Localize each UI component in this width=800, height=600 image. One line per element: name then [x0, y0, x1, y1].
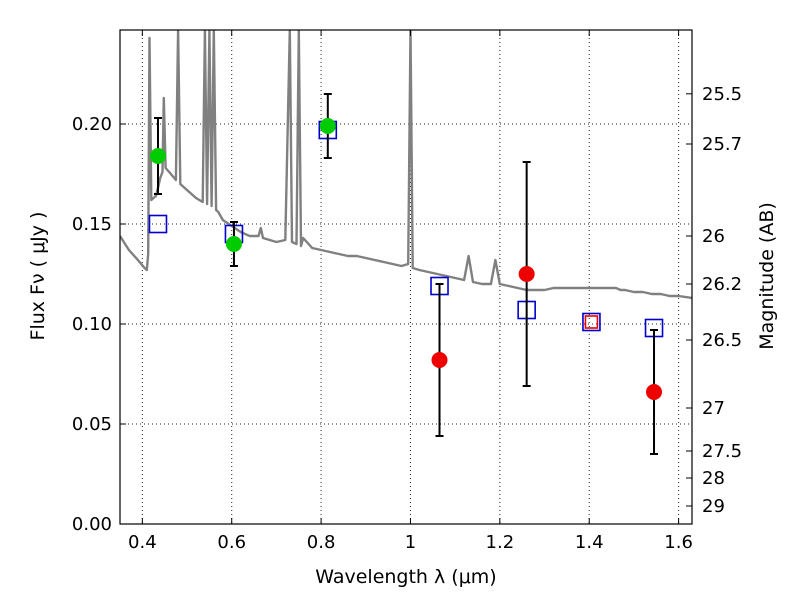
x-tick-label: 0.6 [217, 532, 246, 553]
y-axis-label: Flux Fν ( μJy ) [27, 212, 49, 341]
nondetection-point [646, 384, 663, 400]
spectrum-line [120, 30, 692, 300]
y-tick-label: 0.10 [72, 314, 112, 335]
x-tick-label: 1.2 [486, 532, 515, 553]
plot-frame [119, 29, 693, 525]
x-tick-label: 1.4 [575, 532, 604, 553]
detection-point [225, 236, 242, 252]
y2-tick-label: 25.7 [702, 134, 742, 155]
x-axis-label: Wavelength λ (μm) [315, 566, 496, 588]
y2-tick-label: 28 [702, 468, 725, 489]
y-tick-label: 0.15 [72, 214, 112, 235]
x-tick-label: 1.6 [664, 532, 693, 553]
model-spectrum [120, 30, 692, 300]
y-axis-ticks: 0.00 0.05 0.10 0.15 0.20 [72, 114, 126, 535]
y2-tick-label: 27 [702, 398, 725, 419]
x-tick-label: 0.8 [307, 532, 336, 553]
y2-axis-label: Magnitude (AB) [756, 202, 778, 350]
model-photometry-square [582, 312, 601, 332]
detection-point [319, 118, 336, 134]
y2-tick-label: 27.5 [702, 441, 742, 462]
y-tick-label: 0.05 [72, 414, 112, 435]
x-tick-label: 1 [405, 532, 416, 553]
detection-point [149, 148, 166, 164]
y2-tick-label: 25.5 [702, 84, 742, 105]
nondetection-point [431, 352, 448, 368]
y2-axis-ticks: 25.5 25.7 26 26.2 26.5 27 27.5 28 29 [686, 84, 742, 517]
x-axis-ticks: 0.4 0.6 0.8 1 1.2 1.4 1.6 [128, 30, 693, 553]
x-tick-label: 0.4 [128, 532, 157, 553]
nondetection-point [518, 266, 535, 282]
model-photometry-square [148, 214, 168, 234]
photometry-points [148, 93, 664, 455]
y2-tick-label: 26.5 [702, 330, 742, 351]
y2-tick-label: 26 [702, 226, 725, 247]
y2-tick-label: 26.2 [702, 274, 742, 295]
y-tick-label: 0.00 [72, 514, 112, 535]
y-tick-label: 0.20 [72, 114, 112, 135]
y2-tick-label: 29 [702, 496, 725, 517]
upper-limit-marker [584, 315, 599, 329]
